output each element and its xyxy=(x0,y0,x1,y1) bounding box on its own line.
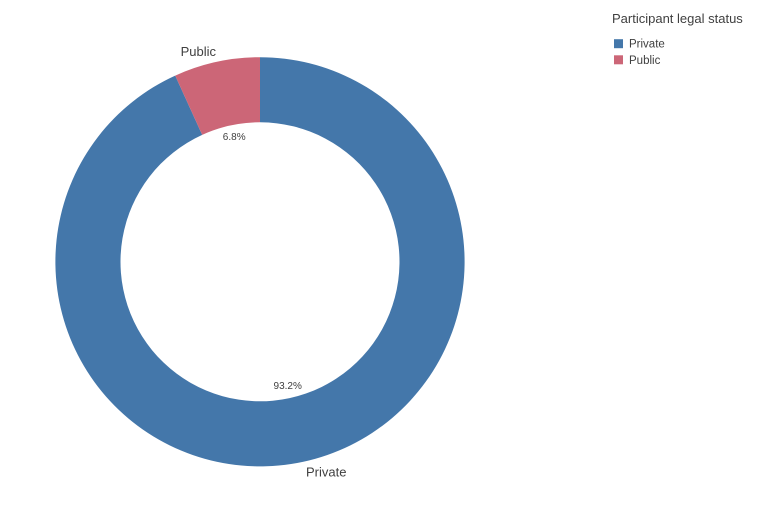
svg-text:6.8%: 6.8% xyxy=(223,132,246,143)
svg-text:Public: Public xyxy=(629,55,661,67)
svg-text:Participant legal status: Participant legal status xyxy=(612,11,743,26)
svg-text:Private: Private xyxy=(306,465,346,480)
svg-text:Public: Public xyxy=(181,44,217,59)
svg-text:Private: Private xyxy=(629,39,665,51)
svg-text:93.2%: 93.2% xyxy=(274,381,302,392)
